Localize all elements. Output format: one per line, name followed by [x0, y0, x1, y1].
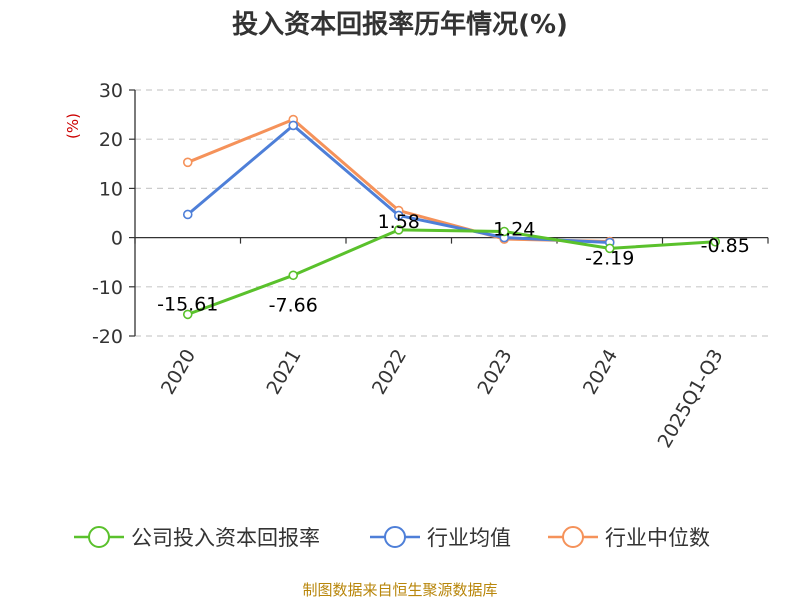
series-lines — [182, 114, 721, 320]
data-point — [710, 236, 721, 247]
y-tick-label: -20 — [92, 326, 123, 348]
x-tick-label: 2024 — [579, 346, 622, 399]
x-tick-labels: 2020 2021 2022 2023 2024 2025Q1-Q3 — [157, 346, 728, 452]
x-tick-label: 2022 — [368, 346, 411, 399]
data-point — [288, 120, 299, 131]
data-label: -0.85 — [701, 235, 750, 257]
y-tick-label: 30 — [99, 80, 123, 102]
data-point — [393, 210, 404, 221]
y-tick-label: 10 — [99, 178, 123, 200]
data-point — [288, 270, 299, 281]
y-axis-label: (%) — [64, 113, 82, 139]
data-labels: -15.61 -7.66 1.58 1.24 -2.19 -0.85 — [157, 211, 750, 316]
grid-lines — [129, 89, 768, 337]
legend-label: 行业中位数 — [605, 526, 710, 550]
data-label: 1.24 — [493, 218, 535, 240]
data-point — [393, 225, 404, 235]
series-line — [187, 228, 716, 316]
data-label: 1.58 — [378, 211, 420, 233]
data-label: -15.61 — [157, 293, 218, 315]
y-tick-labels: 30 20 10 0 -10 -20 — [92, 80, 123, 348]
legend: 公司投入资本回报率 行业均值 行业中位数 — [74, 526, 710, 550]
x-tick-label: 2025Q1-Q3 — [654, 346, 728, 452]
y-tick-label: -10 — [92, 277, 123, 299]
data-point — [182, 157, 193, 168]
legend-label: 公司投入资本回报率 — [131, 526, 320, 550]
legend-marker — [384, 526, 406, 548]
data-label: -7.66 — [269, 294, 318, 316]
x-tick-label: 2021 — [262, 346, 305, 399]
x-tick-label: 2020 — [157, 346, 200, 399]
data-point — [499, 226, 510, 237]
legend-marker — [88, 526, 110, 548]
legend-label: 行业均值 — [427, 526, 511, 550]
legend-marker — [562, 526, 584, 548]
y-tick-label: 20 — [99, 129, 123, 151]
y-tick-label: 0 — [111, 228, 123, 250]
data-point — [182, 309, 193, 320]
data-point — [182, 209, 193, 220]
data-label: -2.19 — [585, 247, 634, 269]
chart-title: 投入资本回报率历年情况(%) — [232, 9, 568, 40]
data-point — [604, 243, 615, 254]
source-note: 制图数据来自恒生聚源数据库 — [302, 581, 497, 599]
x-tick-label: 2023 — [473, 346, 516, 399]
